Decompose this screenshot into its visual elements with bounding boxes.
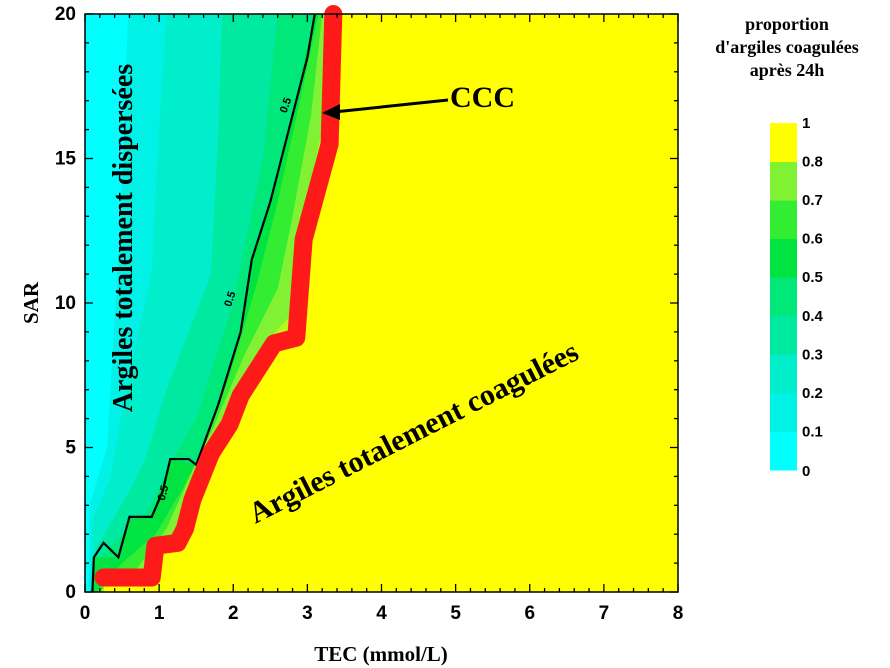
colorbar-title-line: après 24h	[750, 60, 825, 80]
y-axis-title: SAR	[19, 281, 43, 324]
colorbar-swatch	[770, 161, 797, 201]
band-1	[103, 14, 678, 592]
x-axis-title: TEC (mmol/L)	[314, 642, 448, 666]
x-tick-label: 2	[228, 603, 239, 624]
x-tick-label: 4	[376, 603, 387, 624]
colorbar-label: 0.4	[802, 308, 824, 325]
colorbar-label: 0.2	[802, 385, 823, 402]
colorbar-swatch	[770, 354, 797, 394]
x-tick-label: 0	[80, 603, 91, 624]
x-tick-labels: 0 1 2 3 4 5 6 7 8	[80, 603, 684, 624]
contour-label-0-5: 0.5	[156, 484, 172, 502]
y-tick-label: 20	[55, 4, 76, 25]
colorbar-swatch	[770, 315, 797, 355]
colorbar-title-line: d'argiles coagulées	[715, 37, 858, 57]
x-tick-label: 8	[673, 603, 684, 624]
colorbar-label: 0.7	[802, 192, 823, 209]
y-tick-label: 15	[55, 149, 77, 170]
colorbar-label: 0.5	[802, 269, 823, 286]
colorbar: 0 0.1 0.2 0.3 0.4 0.5 0.6 0.7 0.8 1	[770, 115, 824, 480]
y-tick-labels: 0 5 10 15 20	[55, 4, 77, 603]
colorbar-swatch	[770, 392, 797, 432]
colorbar-swatch	[770, 123, 797, 163]
colorbar-swatch	[770, 200, 797, 240]
contour-fill-bands	[85, 14, 679, 592]
colorbar-label: 0	[802, 463, 810, 480]
contour-labels: 0.5 0.5 0.5	[156, 96, 294, 502]
x-tick-label: 1	[154, 603, 165, 624]
axis-ticks	[84, 13, 679, 593]
colorbar-title: proportion d'argiles coagulées après 24h	[715, 14, 858, 80]
x-tick-label: 3	[302, 603, 313, 624]
colorbar-label: 0.3	[802, 346, 823, 363]
colorbar-swatch	[770, 431, 797, 471]
colorbar-swatch	[770, 277, 797, 317]
colorbar-label: 0.6	[802, 231, 823, 248]
y-tick-label: 10	[55, 293, 76, 314]
colorbar-title-line: proportion	[745, 14, 829, 34]
x-tick-label: 6	[524, 603, 535, 624]
y-tick-label: 0	[65, 582, 76, 603]
ccc-curve	[94, 5, 343, 587]
contour-label-0-5: 0.5	[278, 96, 295, 114]
colorbar-label: 1	[802, 115, 810, 132]
contour-label-0-5: 0.5	[222, 290, 238, 308]
colorbar-swatch	[770, 238, 797, 278]
x-tick-label: 5	[450, 603, 461, 624]
annotation-ccc: CCC	[450, 81, 515, 114]
ccc-arrow	[322, 98, 449, 120]
colorbar-label: 0.1	[802, 423, 823, 440]
colorbar-label: 0.8	[802, 154, 823, 171]
annotation-dispersed: Argiles totalement dispersées	[108, 64, 139, 412]
y-tick-label: 5	[65, 438, 76, 459]
contour-line-0-5	[91, 13, 316, 593]
x-tick-label: 7	[599, 603, 610, 624]
